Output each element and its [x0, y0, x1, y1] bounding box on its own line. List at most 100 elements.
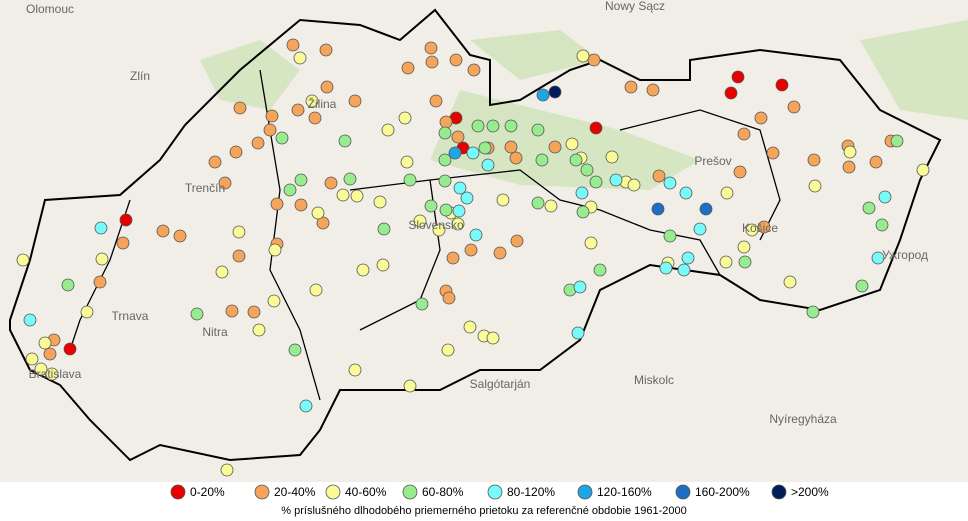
place-label: Miskolc	[634, 373, 674, 387]
station-dot	[843, 145, 857, 159]
station-dot	[94, 221, 108, 235]
station-dot	[376, 258, 390, 272]
station-dot	[218, 176, 232, 190]
station-dot	[471, 119, 485, 133]
station-dot	[536, 88, 550, 102]
station-dot	[283, 183, 297, 197]
place-label: Trnava	[112, 309, 149, 323]
station-dot	[699, 202, 713, 216]
station-dot	[720, 186, 734, 200]
station-dot	[425, 55, 439, 69]
station-dot	[381, 123, 395, 137]
station-dot	[294, 173, 308, 187]
station-dot	[466, 146, 480, 160]
legend-swatch	[487, 484, 503, 500]
station-dot	[61, 278, 75, 292]
station-dot	[293, 51, 307, 65]
station-dot	[438, 126, 452, 140]
station-dot	[467, 63, 481, 77]
station-dot	[294, 198, 308, 212]
station-dot	[719, 255, 733, 269]
station-dot	[652, 169, 666, 183]
station-dot	[493, 246, 507, 260]
station-dot	[766, 146, 780, 160]
station-dot	[589, 175, 603, 189]
place-label: Nowy Sącz	[605, 0, 665, 13]
station-dot	[916, 163, 930, 177]
place-label: Zlín	[130, 69, 150, 83]
legend-label: 0-20%	[190, 485, 225, 499]
station-dot	[624, 80, 638, 94]
station-dot	[319, 43, 333, 57]
station-dot	[93, 275, 107, 289]
legend-swatch	[170, 484, 186, 500]
place-label: Ужгород	[882, 248, 928, 262]
station-dot	[291, 103, 305, 117]
station-dot	[80, 305, 94, 319]
station-dot	[573, 280, 587, 294]
station-dot	[677, 263, 691, 277]
station-dot	[464, 243, 478, 257]
station-dot	[156, 224, 170, 238]
place-label: Salgótarján	[470, 377, 531, 391]
station-dot	[627, 178, 641, 192]
legend-label: 120-160%	[597, 485, 652, 499]
station-dot	[862, 201, 876, 215]
station-dot	[270, 197, 284, 211]
place-labels: Olomouc Nowy Sącz Zlín Žilina Trenčín Prešov S…	[26, 0, 928, 426]
station-dot	[452, 204, 466, 218]
station-dot	[348, 363, 362, 377]
station-dot	[320, 80, 334, 94]
station-dot	[576, 205, 590, 219]
station-dot	[265, 109, 279, 123]
station-dot	[855, 279, 869, 293]
place-label: Bratislava	[29, 367, 82, 381]
station-dot	[336, 188, 350, 202]
station-dot	[724, 86, 738, 100]
station-dot	[580, 163, 594, 177]
station-dot	[593, 263, 607, 277]
station-dot	[373, 195, 387, 209]
station-dot	[338, 134, 352, 148]
station-dot	[878, 190, 892, 204]
station-dot	[413, 214, 427, 228]
station-dot	[377, 222, 391, 236]
legend-label: 20-40%	[274, 485, 316, 499]
station-dot	[807, 153, 821, 167]
station-dot	[808, 179, 822, 193]
station-dot	[220, 463, 234, 477]
station-dot	[451, 130, 465, 144]
station-dot	[871, 251, 885, 265]
place-label: Nyíregyháza	[769, 412, 837, 426]
station-dot	[95, 252, 109, 266]
station-dot	[890, 134, 904, 148]
station-dot	[275, 131, 289, 145]
station-dot	[463, 320, 477, 334]
legend-swatch	[402, 484, 418, 500]
station-dot	[737, 127, 751, 141]
station-dot	[486, 119, 500, 133]
legend: 0-20% 20-40% 40-60% 60-80% 80-120% 120-160% 16…	[170, 484, 829, 500]
station-dot	[252, 323, 266, 337]
place-label: Olomouc	[26, 2, 74, 16]
station-dot	[309, 283, 323, 297]
legend-label: 40-60%	[345, 485, 387, 499]
legend-label: >200%	[791, 485, 829, 499]
station-dot	[605, 150, 619, 164]
station-dot	[263, 123, 277, 137]
station-dot	[299, 399, 313, 413]
station-dot	[496, 193, 510, 207]
station-dot	[45, 367, 59, 381]
station-dot	[646, 83, 660, 97]
station-dot	[415, 297, 429, 311]
station-dot	[441, 343, 455, 357]
place-label: Trenčín	[185, 181, 225, 195]
station-dot	[731, 70, 745, 84]
station-dot	[535, 153, 549, 167]
station-dot	[449, 53, 463, 67]
map-background	[0, 0, 968, 482]
station-dot	[311, 206, 325, 220]
station-dot	[569, 153, 583, 167]
station-dot	[548, 140, 562, 154]
station-dots	[16, 38, 930, 477]
